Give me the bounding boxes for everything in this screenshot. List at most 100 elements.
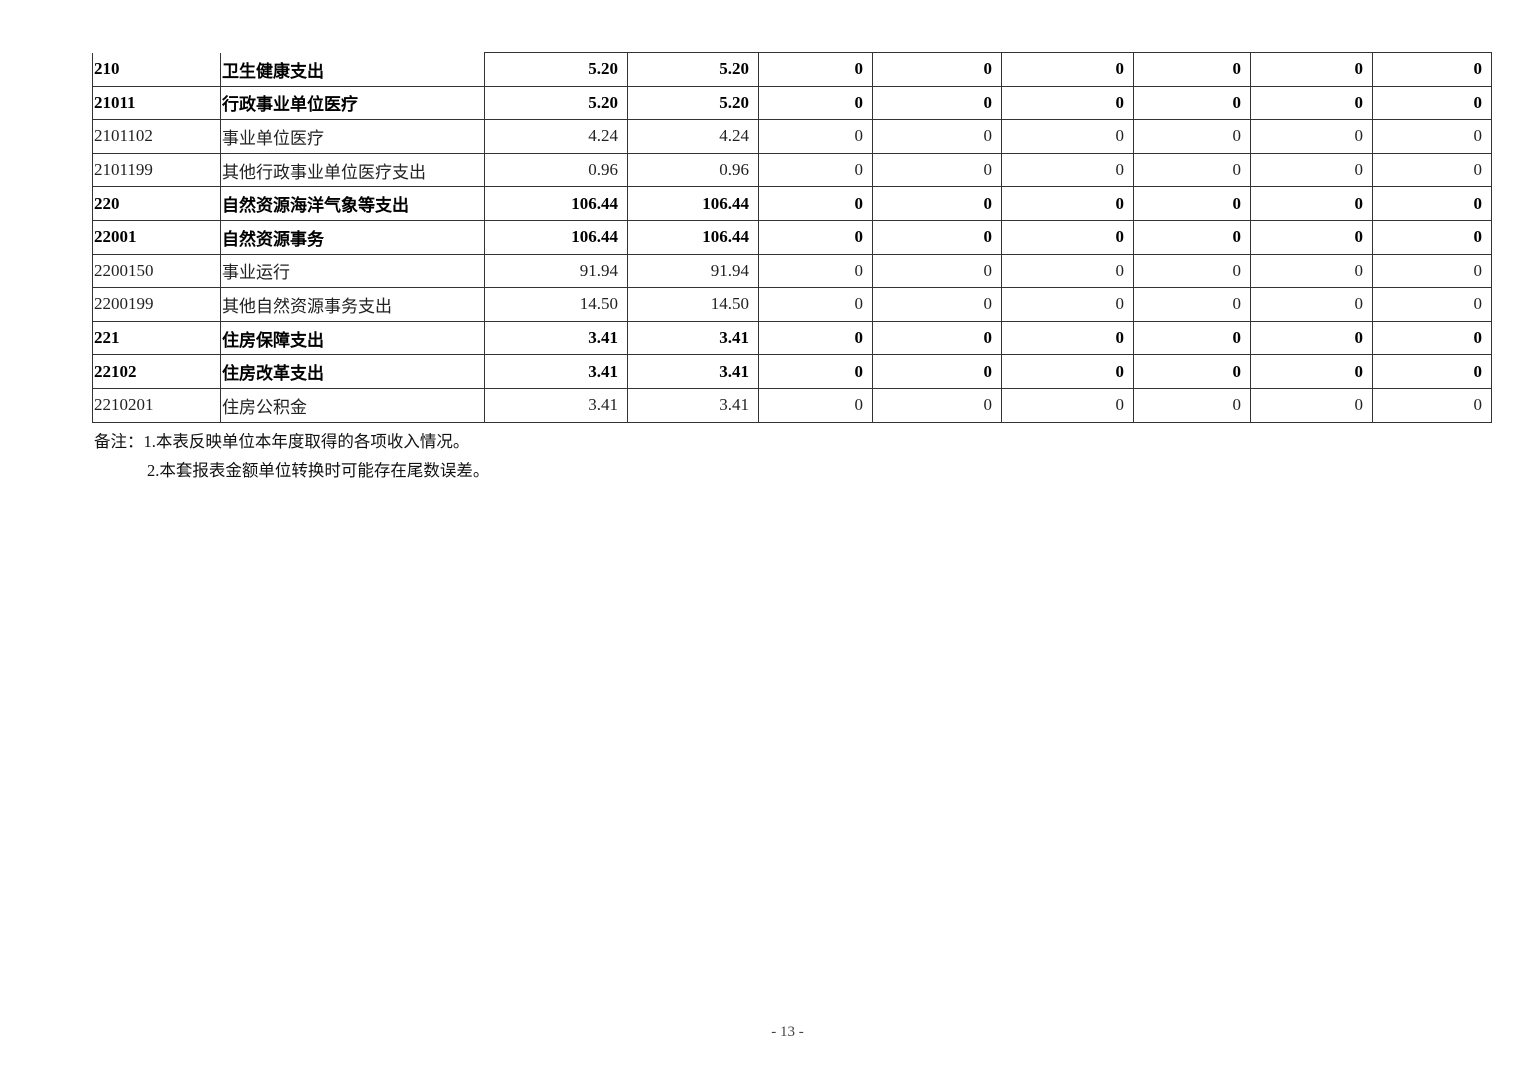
cell-value: 0 [758,253,873,289]
cell-name: 自然资源事务 [220,219,485,255]
table-row: 2101102 事业单位医疗 4.24 4.24 0 0 0 0 0 0 [92,119,1492,154]
cell-value: 0 [1250,387,1373,423]
cell-value: 0 [1133,119,1251,154]
note-2: 2.本套报表金额单位转换时可能存在尾数误差。 [147,461,490,480]
cell-name: 住房保障支出 [220,320,485,356]
table-row: 2200150 事业运行 91.94 91.94 0 0 0 0 0 0 [92,253,1492,289]
cell-value: 0 [1133,287,1251,322]
cell-value: 0 [1133,387,1251,423]
cell-value: 0 [1133,52,1251,87]
cell-value: 0 [1133,219,1251,255]
cell-value: 0 [758,119,873,154]
cell-value: 0 [758,287,873,322]
cell-value: 0 [1001,85,1134,121]
cell-value: 91.94 [627,253,759,289]
cell-value: 0 [1250,354,1373,389]
cell-value: 0 [1001,152,1134,188]
table-row: 2101199 其他行政事业单位医疗支出 0.96 0.96 0 0 0 0 0 0 [92,152,1492,188]
cell-name: 事业运行 [220,253,485,289]
cell-value: 0 [1372,186,1492,221]
cell-code: 22001 [92,219,221,255]
cell-value: 3.41 [627,387,759,423]
cell-value: 0 [1001,387,1134,423]
cell-value: 0 [1001,253,1134,289]
cell-value: 106.44 [627,186,759,221]
cell-value: 14.50 [627,287,759,322]
cell-code: 210 [92,52,221,87]
cell-value: 0 [1250,119,1373,154]
cell-value: 0 [1250,219,1373,255]
cell-code: 2200150 [92,253,221,289]
cell-value: 0 [1372,253,1492,289]
cell-value: 5.20 [484,52,628,87]
table-row: 21011 行政事业单位医疗 5.20 5.20 0 0 0 0 0 0 [92,85,1492,121]
cell-value: 0 [1372,152,1492,188]
cell-value: 0 [758,320,873,356]
table-row: 22102 住房改革支出 3.41 3.41 0 0 0 0 0 0 [92,354,1492,389]
page-number: - 13 - [771,1024,804,1040]
cell-code: 21011 [92,85,221,121]
cell-value: 3.41 [484,320,628,356]
cell-name: 其他自然资源事务支出 [220,287,485,322]
cell-value: 0 [1001,287,1134,322]
cell-value: 0 [1250,320,1373,356]
cell-value: 0 [1372,320,1492,356]
cell-value: 0 [758,354,873,389]
table-row: 22001 自然资源事务 106.44 106.44 0 0 0 0 0 0 [92,219,1492,255]
cell-value: 5.20 [627,52,759,87]
cell-value: 0 [872,219,1002,255]
cell-value: 91.94 [484,253,628,289]
cell-value: 0 [1133,186,1251,221]
cell-value: 0 [1250,85,1373,121]
cell-value: 0.96 [484,152,628,188]
cell-value: 5.20 [484,85,628,121]
income-table: 210 卫生健康支出 5.20 5.20 0 0 0 0 0 0 21011 行政事业单位医疗 5.20… [92,52,1492,423]
cell-value: 0 [1372,85,1492,121]
cell-value: 106.44 [627,219,759,255]
cell-name: 住房改革支出 [220,354,485,389]
cell-value: 0 [758,186,873,221]
cell-value: 14.50 [484,287,628,322]
cell-value: 0 [758,219,873,255]
cell-value: 106.44 [484,219,628,255]
cell-value: 4.24 [627,119,759,154]
cell-name: 住房公积金 [220,387,485,423]
cell-value: 3.41 [627,320,759,356]
cell-value: 0 [1372,354,1492,389]
cell-value: 0 [872,152,1002,188]
table-row: 221 住房保障支出 3.41 3.41 0 0 0 0 0 0 [92,320,1492,356]
notes: 备注：1.本表反映单位本年度取得的各项收入情况。 2.本套报表金额单位转换时可能… [94,427,489,485]
cell-value: 0 [758,152,873,188]
cell-value: 0 [1250,152,1373,188]
cell-value: 0 [1250,253,1373,289]
cell-value: 0 [1001,52,1134,87]
cell-value: 0 [1372,219,1492,255]
table-row: 210 卫生健康支出 5.20 5.20 0 0 0 0 0 0 [92,52,1492,87]
cell-value: 0 [1133,253,1251,289]
table-row: 220 自然资源海洋气象等支出 106.44 106.44 0 0 0 0 0 0 [92,186,1492,221]
cell-code: 220 [92,186,221,221]
cell-value: 0 [1001,320,1134,356]
cell-code: 22102 [92,354,221,389]
cell-value: 0 [1133,320,1251,356]
cell-value: 0 [872,119,1002,154]
cell-value: 0 [758,85,873,121]
cell-value: 4.24 [484,119,628,154]
cell-value: 0 [1001,219,1134,255]
cell-value: 3.41 [484,354,628,389]
cell-value: 0 [1250,287,1373,322]
table-row: 2200199 其他自然资源事务支出 14.50 14.50 0 0 0 0 0 0 [92,287,1492,322]
cell-value: 0 [872,186,1002,221]
table-row: 2210201 住房公积金 3.41 3.41 0 0 0 0 0 0 [92,387,1492,423]
cell-value: 0 [1133,152,1251,188]
cell-value: 0 [1001,186,1134,221]
cell-code: 221 [92,320,221,356]
cell-value: 0 [872,85,1002,121]
cell-value: 0 [1133,85,1251,121]
cell-code: 2101102 [92,119,221,154]
cell-value: 0 [1001,354,1134,389]
cell-code: 2210201 [92,387,221,423]
cell-value: 0 [1001,119,1134,154]
cell-value: 0 [872,287,1002,322]
cell-value: 0 [1372,52,1492,87]
